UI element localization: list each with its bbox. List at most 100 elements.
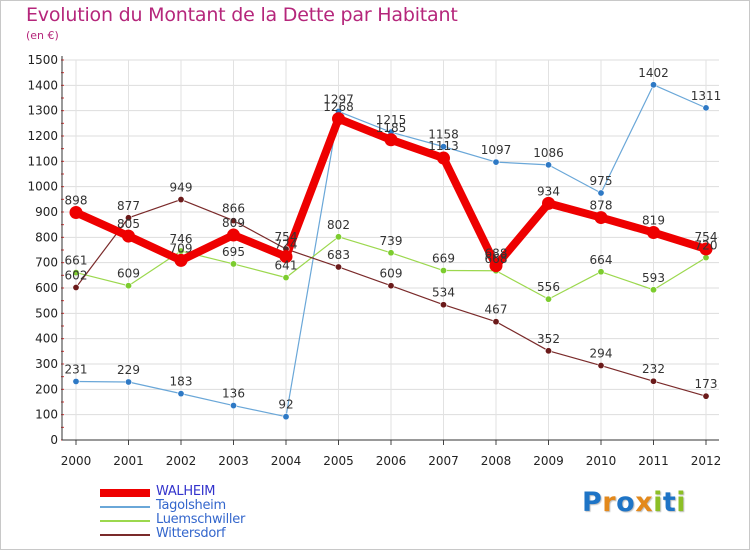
data-point: [125, 282, 133, 290]
y-tick-label: 200: [35, 382, 58, 396]
data-point: [332, 112, 345, 126]
data-label: 1311: [691, 89, 722, 103]
data-label: 556: [537, 280, 560, 294]
data-point: [384, 133, 398, 147]
data-label: 724: [275, 238, 298, 252]
data-label: 173: [695, 377, 718, 391]
logo-letter: t: [662, 487, 677, 518]
data-point: [125, 214, 133, 222]
x-tick-label: 2004: [271, 454, 302, 468]
logo-letter: o: [616, 487, 636, 518]
data-label: 695: [222, 245, 245, 259]
legend-swatch: [100, 489, 150, 497]
data-label: 92: [278, 398, 293, 412]
data-label: 1215: [376, 113, 407, 127]
y-tick-label: 400: [35, 332, 58, 346]
data-label: 805: [117, 217, 140, 231]
data-label: 294: [590, 347, 613, 361]
legend-label: Luemschwiller: [156, 512, 245, 527]
data-label: 975: [590, 174, 613, 188]
data-label: 683: [327, 248, 350, 262]
data-label: 1086: [533, 146, 564, 160]
data-point: [439, 143, 447, 151]
data-point: [544, 347, 552, 355]
x-tick-label: 2012: [691, 454, 722, 468]
data-label: 668: [485, 252, 508, 266]
data-label: 949: [170, 181, 193, 195]
data-point: [702, 392, 710, 400]
data-label: 878: [590, 199, 613, 213]
data-label: 688: [485, 247, 508, 261]
y-tick-label: 100: [35, 408, 58, 422]
y-tick-label: 600: [35, 281, 58, 295]
y-tick-label: 1000: [27, 180, 58, 194]
data-point: [492, 318, 500, 326]
legend-label: Wittersdorf: [156, 526, 226, 541]
data-label: 1402: [638, 66, 669, 80]
data-label: 802: [327, 218, 350, 232]
y-tick-label: 300: [35, 357, 58, 371]
data-point: [492, 158, 500, 166]
data-label: 1113: [428, 139, 459, 153]
x-tick-label: 2010: [586, 454, 617, 468]
data-label: 1097: [481, 143, 512, 157]
data-point: [174, 253, 188, 267]
data-label: 609: [380, 267, 403, 281]
data-label: 1158: [428, 128, 459, 142]
data-point: [230, 260, 238, 268]
y-tick-label: 1500: [27, 53, 58, 67]
data-point: [72, 269, 80, 277]
data-label: 534: [432, 286, 455, 300]
legend-swatch: [100, 506, 150, 508]
x-tick-label: 2002: [166, 454, 197, 468]
logo-letter: x: [635, 487, 654, 518]
data-label: 1185: [376, 121, 407, 135]
data-label: 609: [117, 267, 140, 281]
data-point: [69, 206, 83, 220]
data-point: [334, 233, 342, 241]
data-point: [439, 301, 447, 309]
legend-label: WALHEIM: [156, 484, 216, 499]
data-label: 754: [695, 230, 718, 244]
data-label: 739: [380, 234, 403, 248]
chart-unit: (en €): [26, 29, 59, 42]
data-label: 602: [65, 268, 88, 282]
data-point: [122, 229, 135, 243]
data-label: 229: [117, 363, 140, 377]
y-tick-label: 1100: [27, 154, 58, 168]
data-point: [72, 377, 80, 385]
data-label: 754: [275, 230, 298, 244]
logo-letter: i: [653, 487, 663, 518]
data-point: [647, 226, 660, 240]
data-point: [177, 196, 185, 204]
data-label: 720: [695, 239, 718, 253]
x-tick-label: 2007: [428, 454, 459, 468]
y-tick-label: 900: [35, 205, 58, 219]
data-label: 877: [117, 199, 140, 213]
data-point: [227, 228, 240, 242]
data-label: 669: [432, 252, 455, 266]
x-tick-label: 2001: [113, 454, 144, 468]
data-point: [597, 189, 605, 197]
x-tick-label: 2006: [376, 454, 407, 468]
data-point: [282, 274, 290, 282]
logo-letter: P: [582, 487, 603, 518]
y-tick-label: 500: [35, 306, 58, 320]
data-label: 593: [642, 271, 665, 285]
data-label: 709: [170, 241, 193, 255]
data-label: 1297: [323, 92, 354, 106]
data-point: [282, 413, 290, 421]
data-point: [702, 104, 710, 112]
data-point: [177, 390, 185, 398]
x-tick-label: 2003: [218, 454, 249, 468]
x-tick-label: 2009: [533, 454, 564, 468]
data-label: 809: [222, 216, 245, 230]
data-point: [699, 242, 713, 256]
data-point: [230, 402, 238, 410]
data-point: [279, 250, 293, 264]
x-tick-label: 2011: [638, 454, 669, 468]
data-point: [230, 217, 238, 225]
data-point: [387, 282, 395, 290]
data-point: [439, 267, 447, 275]
